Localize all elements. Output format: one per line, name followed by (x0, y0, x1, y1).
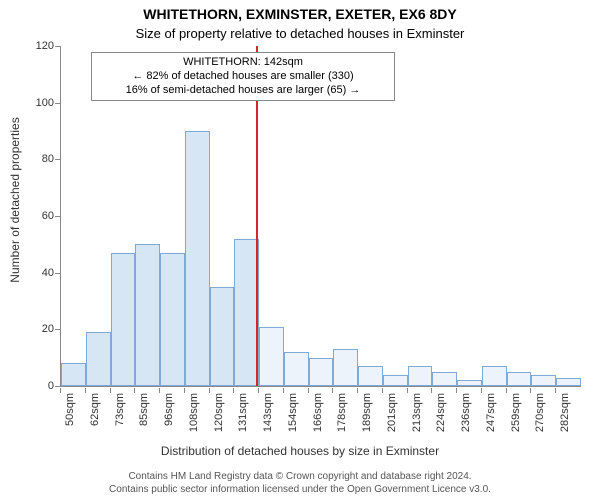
x-tick-label: 224sqm (435, 393, 447, 443)
x-tick-label: 143sqm (262, 393, 274, 443)
x-tick-mark (407, 388, 408, 393)
y-axis-label: Number of detached properties (8, 50, 22, 350)
histogram-bar (556, 378, 581, 387)
footer-line-1: Contains HM Land Registry data © Crown c… (0, 471, 600, 484)
x-tick-mark (110, 388, 111, 393)
x-tick-label: 85sqm (138, 393, 150, 443)
histogram-bar (86, 332, 111, 386)
histogram-bar (259, 327, 284, 387)
x-tick-mark (555, 388, 556, 393)
y-tick-label: 100 (24, 97, 54, 109)
plot-area: WHITETHORN: 142sqm ← 82% of detached hou… (60, 46, 581, 387)
x-tick-label: 259sqm (510, 393, 522, 443)
x-tick-mark (456, 388, 457, 393)
x-tick-label: 108sqm (188, 393, 200, 443)
footer-line-2: Contains public sector information licen… (0, 484, 600, 497)
y-tick-label: 40 (24, 267, 54, 279)
histogram-bar (408, 366, 433, 386)
x-tick-mark (159, 388, 160, 393)
y-tick-label: 20 (24, 323, 54, 335)
x-tick-label: 178sqm (336, 393, 348, 443)
x-tick-mark (134, 388, 135, 393)
annotation-line-2: ← 82% of detached houses are smaller (33… (98, 70, 388, 84)
annotation-box: WHITETHORN: 142sqm ← 82% of detached hou… (91, 52, 395, 101)
x-axis-label: Distribution of detached houses by size … (0, 444, 600, 458)
x-tick-label: 50sqm (64, 393, 76, 443)
x-tick-label: 120sqm (213, 393, 225, 443)
x-tick-mark (233, 388, 234, 393)
x-tick-label: 131sqm (237, 393, 249, 443)
x-tick-mark (258, 388, 259, 393)
histogram-bar (284, 352, 309, 386)
x-tick-mark (308, 388, 309, 393)
x-tick-label: 189sqm (361, 393, 373, 443)
x-tick-mark (283, 388, 284, 393)
histogram-bar (457, 380, 482, 386)
x-ticks: 50sqm 62sqm 73sqm 85sqm 96sqm 108sqm 120sqm 131… (60, 388, 580, 448)
x-tick-label: 73sqm (114, 393, 126, 443)
x-tick-mark (530, 388, 531, 393)
histogram-bar (135, 244, 160, 386)
x-tick-label: 236sqm (460, 393, 472, 443)
x-tick-mark (481, 388, 482, 393)
x-tick-mark (209, 388, 210, 393)
histogram-bar (210, 287, 235, 386)
x-tick-label: 270sqm (534, 393, 546, 443)
chart-subtitle: Size of property relative to detached ho… (0, 26, 600, 41)
x-tick-label: 96sqm (163, 393, 175, 443)
footer: Contains HM Land Registry data © Crown c… (0, 471, 600, 496)
x-tick-label: 282sqm (559, 393, 571, 443)
histogram-bar (333, 349, 358, 386)
x-tick-mark (85, 388, 86, 393)
chart-root: WHITETHORN, EXMINSTER, EXETER, EX6 8DY S… (0, 0, 600, 500)
histogram-bar (432, 372, 457, 386)
histogram-bar (185, 131, 210, 386)
histogram-bar (531, 375, 556, 386)
x-tick-mark (506, 388, 507, 393)
histogram-bar (234, 239, 259, 386)
histogram-bar (160, 253, 185, 386)
y-tick-label: 60 (24, 210, 54, 222)
x-tick-label: 247sqm (485, 393, 497, 443)
x-tick-mark (382, 388, 383, 393)
histogram-bar (61, 363, 86, 386)
histogram-bar (482, 366, 507, 386)
histogram-bar (507, 372, 532, 386)
x-tick-mark (184, 388, 185, 393)
histogram-bar (383, 375, 408, 386)
annotation-line-3: 16% of semi-detached houses are larger (… (98, 84, 388, 98)
x-tick-label: 201sqm (386, 393, 398, 443)
x-tick-label: 62sqm (89, 393, 101, 443)
x-tick-label: 154sqm (287, 393, 299, 443)
y-tick-label: 120 (24, 40, 54, 52)
x-tick-mark (332, 388, 333, 393)
histogram-bar (309, 358, 334, 386)
histogram-bar (111, 253, 136, 386)
y-tick-label: 80 (24, 153, 54, 165)
annotation-line-1: WHITETHORN: 142sqm (98, 56, 388, 70)
x-tick-mark (431, 388, 432, 393)
x-tick-mark (357, 388, 358, 393)
x-tick-mark (60, 388, 61, 393)
chart-title: WHITETHORN, EXMINSTER, EXETER, EX6 8DY (0, 6, 600, 22)
histogram-bar (358, 366, 383, 386)
x-tick-label: 166sqm (312, 393, 324, 443)
y-tick-label: 0 (24, 380, 54, 392)
x-tick-label: 213sqm (411, 393, 423, 443)
